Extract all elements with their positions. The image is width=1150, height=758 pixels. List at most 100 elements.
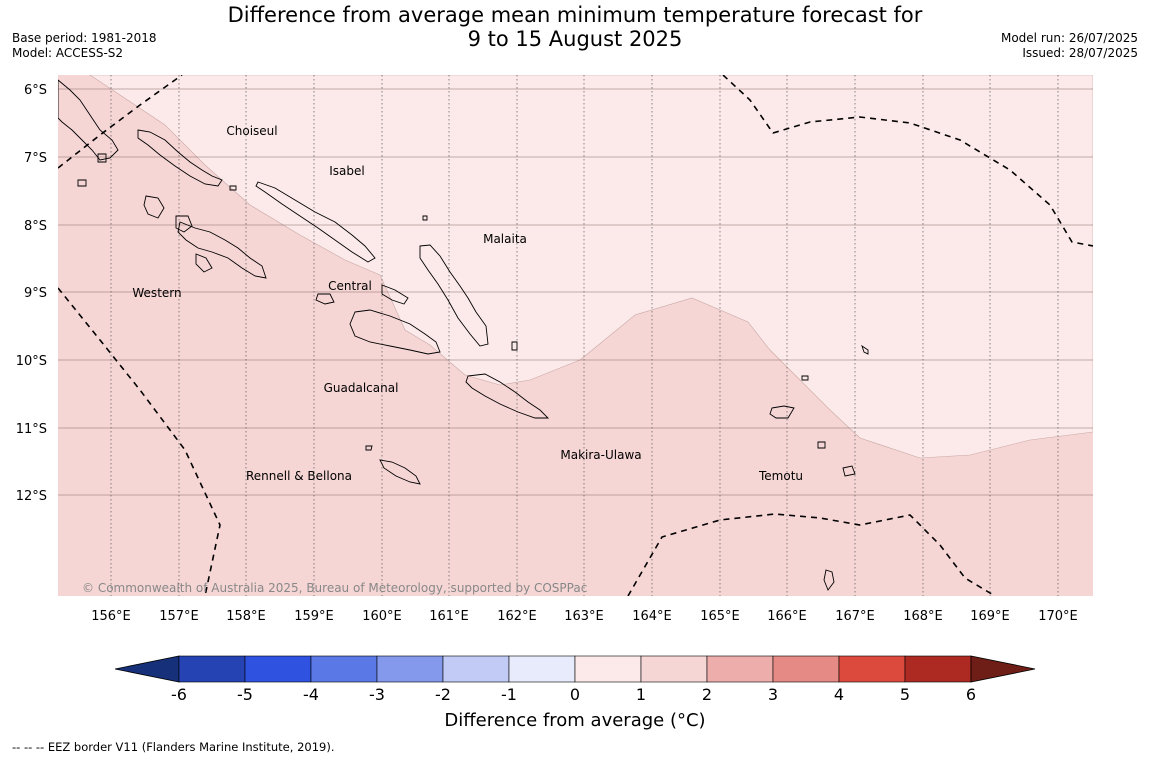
colorbar-segment: [244, 655, 312, 683]
island-new-georgia: [177, 221, 267, 279]
island-russell: [381, 284, 409, 305]
island-nggela: [315, 293, 335, 305]
colorbar-segment: [178, 655, 246, 683]
meta-left: Base period: 1981-2018 Model: ACCESS-S2: [12, 31, 157, 61]
lon-label: 164°E: [632, 609, 672, 624]
colorbar-segment: [574, 655, 642, 683]
island-santa-cruz: [769, 405, 795, 419]
lat-label: 7°S: [24, 151, 47, 166]
longitude-labels: 156°E 157°E 158°E 159°E 160°E 161°E 162°…: [91, 609, 1078, 624]
lon-label: 168°E: [903, 609, 943, 624]
island-bellona: [365, 445, 373, 451]
island-isabel: [255, 181, 376, 263]
model-run: Model run: 26/07/2025: [1000, 31, 1138, 45]
island-rendova: [195, 253, 213, 273]
lon-label: 167°E: [835, 609, 875, 624]
island-small-1: [229, 185, 237, 191]
base-period: Base period: 1981-2018: [12, 31, 157, 45]
lon-label: 158°E: [226, 609, 266, 624]
lat-label: 11°S: [16, 422, 47, 437]
graticule: [58, 88, 1093, 496]
island-makira: [465, 373, 550, 419]
latitude-labels: 6°S 7°S 8°S 9°S 10°S 11°S 12°S: [16, 83, 47, 504]
colorbar-segment: [772, 655, 840, 683]
eez-borders: [58, 75, 1093, 596]
colorbar-tick-label: -2: [435, 685, 451, 704]
label-rennell-bellona: Rennell & Bellona: [246, 469, 352, 483]
colorbar-tick-label: 2: [702, 685, 712, 704]
lat-label: 8°S: [24, 219, 47, 234]
colorbar-tick-label: 6: [966, 685, 976, 704]
lon-label: 165°E: [700, 609, 740, 624]
label-choiseul: Choiseul: [226, 124, 277, 138]
island-reef: [801, 375, 809, 381]
island-kolombangara: [175, 215, 193, 233]
label-central: Central: [328, 279, 372, 293]
map-area: © Commonwealth of Australia 2025, Bureau…: [58, 75, 1093, 596]
colorbar-label: Difference from average (°C): [444, 710, 706, 731]
colorbar-tick-label: -4: [303, 685, 319, 704]
lon-label: 161°E: [429, 609, 469, 624]
colorbar-ticks: -6 -5 -4 -3 -2 -1 0 1 2 3 4 5 6: [171, 685, 976, 704]
colorbar-tick-label: 3: [768, 685, 778, 704]
colorbar-tick-label: 1: [636, 685, 646, 704]
island-duff: [861, 344, 869, 355]
island-png-north: [58, 79, 119, 161]
colorbar-tick-label: -6: [171, 685, 187, 704]
lat-label: 12°S: [16, 489, 47, 504]
meta-right: Model run: 26/07/2025 Issued: 28/07/2025: [1001, 31, 1138, 61]
chart-title: Difference from average mean minimum tem…: [0, 3, 1150, 51]
copyright-text: © Commonwealth of Australia 2025, Bureau…: [82, 581, 587, 595]
colorbar-segment: [442, 655, 510, 683]
colorbar-segment: [508, 655, 576, 683]
label-temotu: Temotu: [758, 469, 803, 483]
lon-label: 162°E: [497, 609, 537, 624]
lon-label: 160°E: [362, 609, 402, 624]
lon-label: 163°E: [564, 609, 604, 624]
colorbar-segment: [640, 655, 708, 683]
lat-label: 6°S: [24, 83, 47, 98]
label-western: Western: [132, 286, 181, 300]
island-fatutaka: [823, 569, 835, 591]
island-vella: [143, 195, 165, 219]
footnote: -- -- -- EEZ border V11 (Flanders Marine…: [12, 740, 335, 754]
island-tikopia: [817, 441, 826, 449]
colorbar-tick-label: -5: [237, 685, 253, 704]
islands: [58, 79, 869, 591]
island-shortland: [77, 179, 87, 187]
lon-label: 166°E: [767, 609, 807, 624]
island-small-2: [422, 215, 428, 221]
title-line2: 9 to 15 August 2025: [467, 27, 683, 51]
lon-label: 159°E: [294, 609, 334, 624]
colorbar-segment: [706, 655, 774, 683]
label-malaita: Malaita: [483, 232, 527, 246]
island-malaita: [419, 244, 489, 347]
island-guadalcanal: [349, 309, 441, 355]
label-guadalcanal: Guadalcanal: [324, 381, 399, 395]
colorbar-tick-label: 4: [834, 685, 844, 704]
lon-label: 170°E: [1038, 609, 1078, 624]
island-choiseul: [137, 129, 223, 187]
label-isabel: Isabel: [329, 164, 364, 178]
island-ulawa: [511, 341, 518, 351]
issued-date: Issued: 28/07/2025: [1022, 46, 1138, 60]
colorbar-segment: [376, 655, 444, 683]
lon-label: 156°E: [91, 609, 131, 624]
model-name: Model: ACCESS-S2: [12, 46, 124, 60]
colorbar-tick-label: 5: [900, 685, 910, 704]
colorbar-segment: [310, 655, 378, 683]
colorbar-extend-high: [970, 655, 1036, 683]
colorbar-tick-label: -1: [501, 685, 517, 704]
title-line1: Difference from average mean minimum tem…: [227, 3, 923, 27]
colorbar-segment: [838, 655, 906, 683]
island-rennell: [379, 459, 421, 485]
lat-label: 10°S: [16, 354, 47, 369]
province-labels: Choiseul Isabel Malaita Western Central …: [132, 124, 803, 483]
meridians: [110, 75, 1059, 596]
island-small-3: [97, 153, 107, 163]
label-makira-ulawa: Makira-Ulawa: [560, 448, 641, 462]
colorbar-tick-label: 0: [570, 685, 580, 704]
lon-label: 157°E: [159, 609, 199, 624]
island-anuta: [842, 465, 856, 477]
